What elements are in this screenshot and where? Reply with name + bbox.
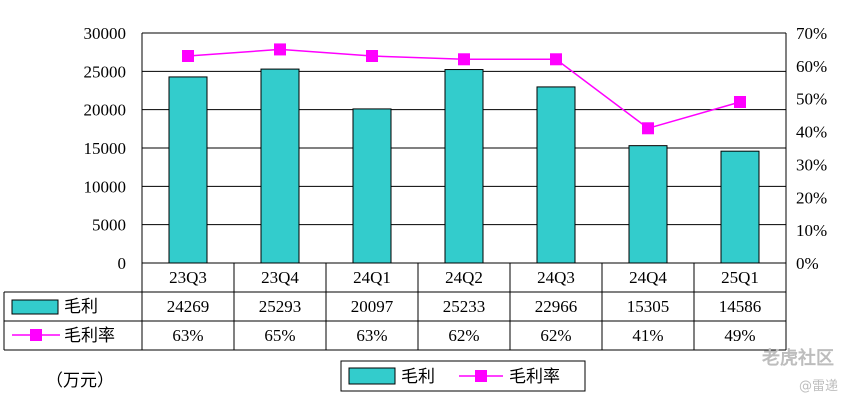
- line-marker: [642, 122, 654, 135]
- left-tick-label: 5000: [92, 216, 126, 235]
- legend-line-marker: [475, 370, 487, 382]
- left-tick-label: 15000: [84, 139, 127, 158]
- right-tick-label: 70%: [796, 24, 827, 43]
- category-label: 23Q3: [169, 268, 207, 287]
- table-row-label: 毛利: [64, 297, 98, 317]
- table-cell: 15305: [627, 297, 670, 316]
- left-tick-label: 20000: [84, 101, 127, 120]
- table-row-label: 毛利率: [64, 326, 115, 346]
- category-label: 24Q4: [629, 268, 667, 287]
- table-cell: 49%: [724, 326, 755, 345]
- category-label: 24Q2: [445, 268, 483, 287]
- table-cell: 63%: [172, 326, 203, 345]
- watermark-author: @雷递: [798, 379, 838, 394]
- left-tick-label: 0: [118, 254, 127, 273]
- bar: [168, 76, 208, 264]
- legend-bar-key: [348, 367, 396, 385]
- left-axis-ticks: 30000 25000 20000 15000 10000 5000 0: [84, 24, 127, 273]
- table-bar-key: [11, 299, 59, 315]
- line-marker: [550, 53, 562, 66]
- table-cell: 65%: [264, 326, 295, 345]
- right-tick-label: 60%: [796, 57, 827, 76]
- table-cell: 22966: [535, 297, 578, 316]
- bar: [720, 150, 760, 264]
- table-cell: 63%: [356, 326, 387, 345]
- category-label: 24Q3: [537, 268, 575, 287]
- table-cell: 25233: [443, 297, 486, 316]
- table-cell: 62%: [448, 326, 479, 345]
- legend-label: 毛利率: [509, 367, 560, 387]
- axes: [141, 33, 787, 264]
- category-label: 25Q1: [721, 268, 759, 287]
- unit-label: （万元）: [46, 371, 114, 391]
- table-cell: 24269: [167, 297, 210, 316]
- right-tick-label: 50%: [796, 90, 827, 109]
- category-label: 23Q4: [261, 268, 299, 287]
- line-marker: [274, 43, 286, 56]
- table-line-key-marker: [30, 329, 42, 341]
- right-tick-label: 0%: [796, 254, 819, 273]
- line-marker: [458, 53, 470, 66]
- left-tick-label: 30000: [84, 24, 127, 43]
- left-tick-label: 25000: [84, 62, 127, 81]
- right-axis-ticks: 70% 60% 50% 40% 30% 20% 10% 0%: [796, 24, 827, 273]
- table-cell: 62%: [540, 326, 571, 345]
- table-cell: 20097: [351, 297, 394, 316]
- line-marker: [182, 50, 194, 62]
- table-cell: 41%: [632, 326, 663, 345]
- legend-label: 毛利: [401, 367, 435, 387]
- line-marker: [734, 96, 746, 108]
- line-series: [182, 43, 746, 135]
- right-tick-label: 40%: [796, 123, 827, 142]
- data-table: 23Q3 23Q4 24Q1 24Q2 24Q3 24Q4 25Q1 24269 25293 20…: [3, 263, 787, 351]
- table-cell: 25293: [259, 297, 302, 316]
- bar: [444, 69, 484, 264]
- bar: [260, 68, 300, 264]
- legend: 毛利 毛利率: [340, 360, 586, 392]
- watermark-brand: 老虎社区: [762, 348, 834, 369]
- right-tick-label: 10%: [796, 221, 827, 240]
- bar-series: [168, 68, 760, 264]
- bar: [628, 145, 668, 264]
- bar: [352, 108, 392, 264]
- category-label: 24Q1: [353, 268, 391, 287]
- right-tick-label: 20%: [796, 188, 827, 207]
- bar: [536, 86, 576, 264]
- right-tick-label: 30%: [796, 155, 827, 174]
- table-cell: 14586: [719, 297, 762, 316]
- line-marker: [366, 50, 378, 62]
- left-tick-label: 10000: [84, 177, 127, 196]
